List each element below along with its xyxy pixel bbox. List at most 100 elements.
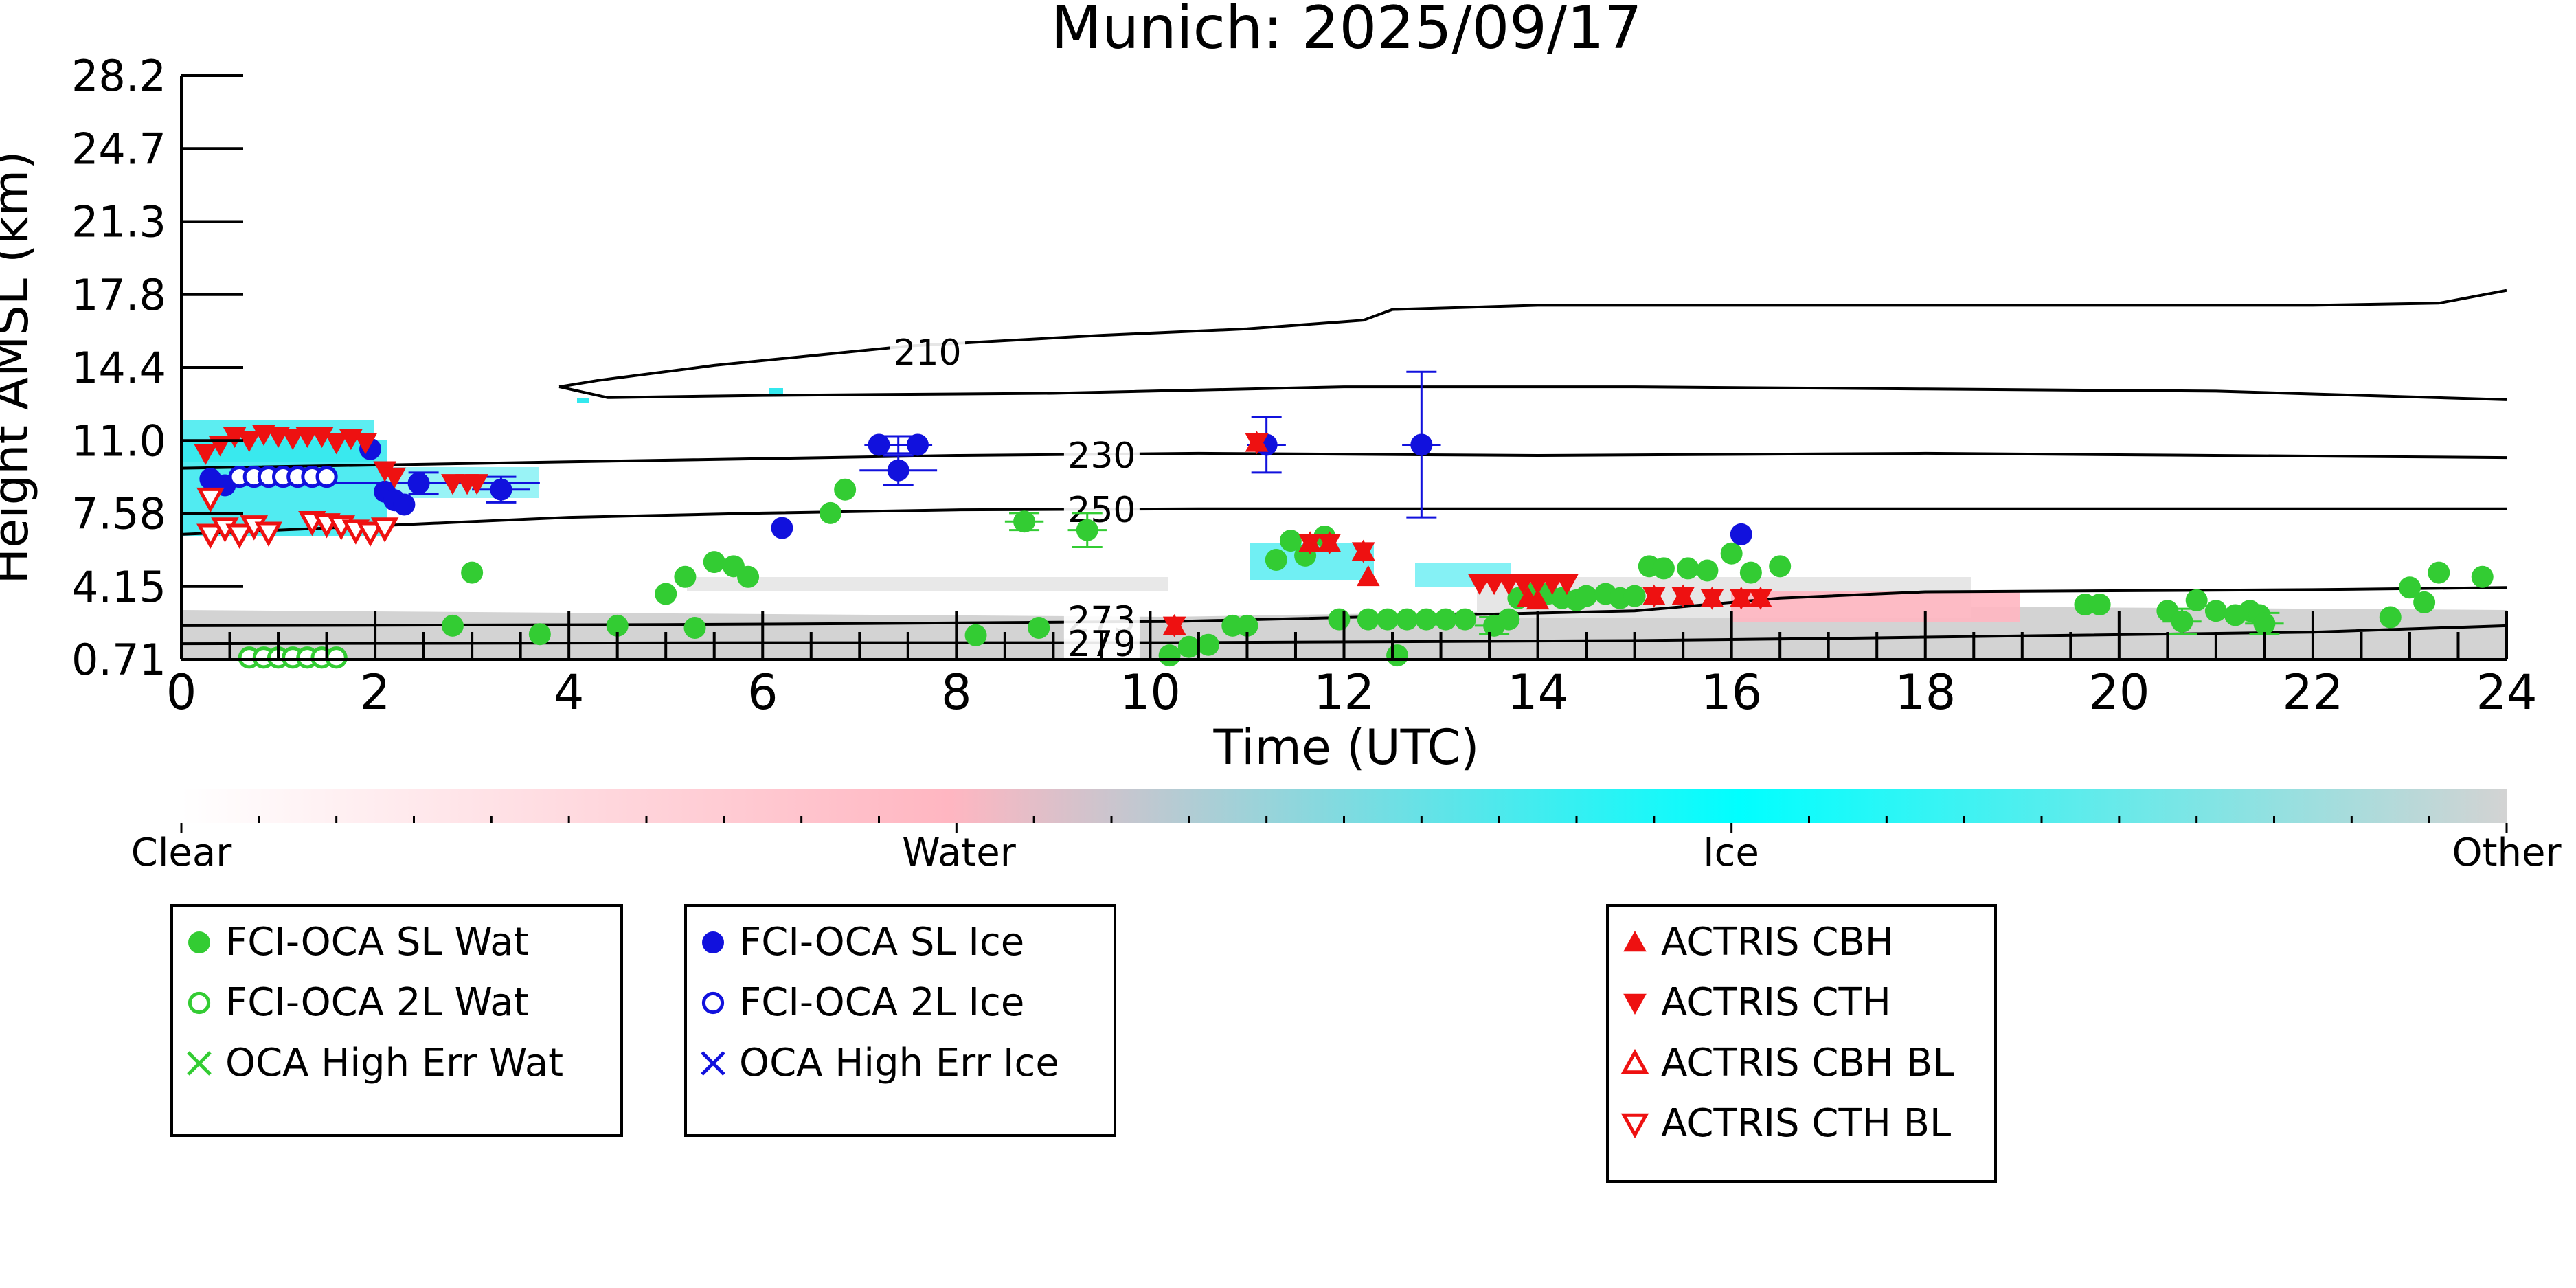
x-tick-label: 2: [360, 664, 391, 721]
point-fci-oca-sl-ice: [906, 433, 929, 456]
point-actris-cth-bl: [225, 523, 253, 550]
point-fci-oca-sl-wat: [1396, 608, 1419, 631]
point-fci-oca-sl-wat: [1076, 519, 1098, 541]
point-actris-cth: [1700, 589, 1724, 610]
y-tick-label: 21.3: [71, 197, 166, 247]
x-tick-label: 20: [2088, 664, 2149, 721]
point-fci-oca-sl-wat: [1434, 608, 1457, 631]
point-actris-cth: [1351, 542, 1375, 563]
legend-label: ACTRIS CTH BL: [1661, 1101, 1951, 1146]
point-fci-oca-sl-ice: [868, 433, 890, 456]
y-axis-label: Height AMSL (km): [0, 151, 39, 585]
point-fci-oca-sl-wat: [1328, 608, 1351, 631]
contour-line: [181, 451, 2507, 470]
point-actris-cth: [1540, 574, 1564, 596]
point-fci-oca-sl-ice: [771, 517, 793, 539]
point-fci-oca-sl-wat: [834, 478, 857, 501]
legend-box-3: ACTRIS CBH ACTRIS CTH ACTRIS CBH BL ACTRIS …: [1606, 904, 1997, 1183]
point-actris-cth-bl: [196, 523, 225, 550]
colorbar-ticks: [180, 816, 2508, 833]
contour-label: 230: [1067, 436, 1136, 477]
point-actris-cth: [1162, 616, 1186, 637]
legend-label: ACTRIS CTH: [1661, 980, 1891, 1025]
point-fci-oca-sl-wat: [737, 565, 760, 588]
y-axis-ticks: 0.71 4.15 7.58 11.0 14.4 17.8 21.3 24.7 28.2: [71, 51, 243, 685]
point-actris-cth-bl: [356, 521, 385, 547]
legend-marker: [188, 931, 210, 953]
point-actris-cth: [1468, 574, 1491, 596]
point-fci-oca-sl-wat: [2471, 565, 2494, 588]
legend-frame: [1606, 904, 1997, 1183]
legends: FCI-OCA SL Wat FCI-OCA 2L Wat OCA High Err…: [170, 904, 1997, 1183]
point-fci-oca-sl-ice: [490, 478, 512, 501]
point-fci-oca-sl-wat: [2413, 591, 2436, 613]
y-tick-label: 4.15: [71, 562, 166, 612]
legend-label: OCA High Err Ice: [739, 1041, 1059, 1085]
y-tick-label: 7.58: [71, 489, 166, 539]
point-fci-oca-sl-wat: [1454, 608, 1476, 631]
data-markers: [194, 425, 2494, 669]
x-tick-label: 12: [1313, 664, 1375, 721]
x-axis-ticks: 0 2 4 6 8 10 12 14 16 18 20 22 24: [166, 611, 2538, 721]
legend-label: FCI-OCA 2L Ice: [739, 980, 1024, 1025]
point-actris-cth: [194, 444, 218, 465]
point-fci-oca-sl-wat: [1415, 608, 1438, 631]
legend-marker: [1620, 1113, 1649, 1139]
point-fci-oca-sl-wat: [2428, 561, 2450, 584]
x-tick-label: 14: [1507, 664, 1568, 721]
legend-marker: [187, 1051, 212, 1076]
point-actris-cth: [354, 433, 377, 455]
point-fci-oca-sl-wat: [1575, 585, 1598, 607]
point-fci-oca-sl-wat: [441, 614, 464, 637]
y-tick-label: 24.7: [71, 124, 166, 174]
point-fci-oca-sl-wat: [1236, 614, 1258, 637]
point-fci-oca-sl-wat: [1677, 557, 1699, 580]
point-fci-oca-sl-ice: [393, 493, 416, 516]
point-fci-oca-sl-wat: [1623, 585, 1646, 607]
point-actris-cth: [465, 474, 489, 495]
point-actris-cth: [1729, 589, 1753, 610]
point-fci-oca-sl-wat: [1696, 559, 1719, 582]
legend-frame: [684, 904, 1116, 1137]
contour-label-bg: [890, 332, 966, 372]
point-fci-oca-sl-wat: [2204, 600, 2227, 622]
point-fci-oca-sl-wat: [2185, 589, 2208, 611]
point-fci-oca-sl-wat: [683, 616, 706, 639]
x-tick-label: 10: [1120, 664, 1181, 721]
x-tick-label: 8: [941, 664, 972, 721]
point-actris-cth: [1245, 433, 1269, 455]
legend-marker: [1623, 930, 1647, 952]
y-tick-label: 11.0: [71, 416, 166, 466]
point-actris-cth: [441, 474, 464, 495]
point-fci-oca-sl-wat: [1498, 608, 1520, 631]
point-fci-oca-sl-wat: [655, 583, 677, 605]
point-actris-cth: [281, 429, 305, 451]
point-fci-oca-sl-wat: [1197, 633, 1220, 656]
point-fci-oca-sl-wat: [606, 614, 629, 637]
point-actris-cth: [1642, 587, 1666, 608]
colorbar-label-other: Other: [2452, 831, 2562, 875]
point-fci-oca-2l-wat: [325, 646, 348, 669]
point-fci-oca-sl-wat: [2088, 594, 2111, 616]
point-actris-cth-bl: [370, 517, 399, 543]
point-fci-oca-sl-wat: [461, 561, 484, 584]
point-actris-cth: [1298, 533, 1322, 555]
point-actris-cth: [1482, 574, 1506, 596]
point-fci-oca-sl-ice: [407, 472, 430, 495]
point-fci-oca-sl-wat: [2398, 576, 2421, 599]
point-fci-oca-2l-ice: [315, 465, 338, 488]
contour-line: [558, 385, 2507, 401]
temperature-contours: [181, 289, 2507, 646]
legend-marker: [188, 991, 211, 1015]
legend-marker-stroke: [187, 1051, 212, 1076]
point-fci-oca-sl-wat: [674, 565, 697, 588]
point-fci-oca-sl-wat: [2253, 612, 2276, 635]
x-tick-label: 18: [1895, 664, 1956, 721]
legend-marker: [702, 931, 724, 953]
contour-line: [181, 507, 2507, 536]
legend-marker-stroke: [701, 1051, 725, 1076]
point-actris-cth: [1749, 589, 1772, 610]
point-fci-oca-sl-wat: [1720, 542, 1743, 565]
point-fci-oca-sl-wat: [1028, 616, 1050, 639]
